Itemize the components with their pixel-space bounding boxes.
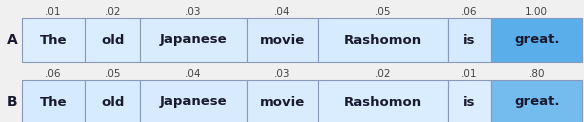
- Text: A: A: [6, 33, 18, 47]
- Text: great.: great.: [514, 96, 559, 108]
- Text: .05: .05: [374, 7, 391, 17]
- Text: .06: .06: [46, 69, 62, 79]
- Bar: [247, 18, 318, 62]
- Bar: [491, 80, 582, 122]
- Text: movie: movie: [260, 96, 305, 108]
- Bar: [491, 18, 582, 62]
- Text: movie: movie: [260, 34, 305, 46]
- Text: Rashomon: Rashomon: [344, 96, 422, 108]
- Text: .80: .80: [529, 69, 545, 79]
- Text: great.: great.: [514, 34, 559, 46]
- Text: .02: .02: [374, 69, 391, 79]
- Text: Japanese: Japanese: [160, 96, 227, 108]
- Bar: [140, 18, 247, 62]
- Text: .03: .03: [274, 69, 290, 79]
- Text: Rashomon: Rashomon: [344, 34, 422, 46]
- Bar: [318, 18, 448, 62]
- Bar: [85, 18, 140, 62]
- Text: old: old: [101, 96, 124, 108]
- Text: B: B: [6, 95, 18, 109]
- Bar: [448, 80, 491, 122]
- Text: 1.00: 1.00: [525, 7, 548, 17]
- Text: The: The: [40, 96, 67, 108]
- Text: old: old: [101, 34, 124, 46]
- Text: .01: .01: [461, 69, 478, 79]
- Bar: [22, 18, 85, 62]
- Bar: [140, 80, 247, 122]
- Text: .06: .06: [461, 7, 478, 17]
- Bar: [448, 18, 491, 62]
- Bar: [318, 80, 448, 122]
- Text: .04: .04: [185, 69, 202, 79]
- Bar: [85, 80, 140, 122]
- Text: is: is: [463, 34, 476, 46]
- Text: .05: .05: [105, 69, 121, 79]
- Bar: [22, 80, 85, 122]
- Bar: [247, 80, 318, 122]
- Text: .01: .01: [46, 7, 62, 17]
- Text: .03: .03: [185, 7, 202, 17]
- Text: .04: .04: [274, 7, 290, 17]
- Text: The: The: [40, 34, 67, 46]
- Text: is: is: [463, 96, 476, 108]
- Text: Japanese: Japanese: [160, 34, 227, 46]
- Text: .02: .02: [105, 7, 121, 17]
